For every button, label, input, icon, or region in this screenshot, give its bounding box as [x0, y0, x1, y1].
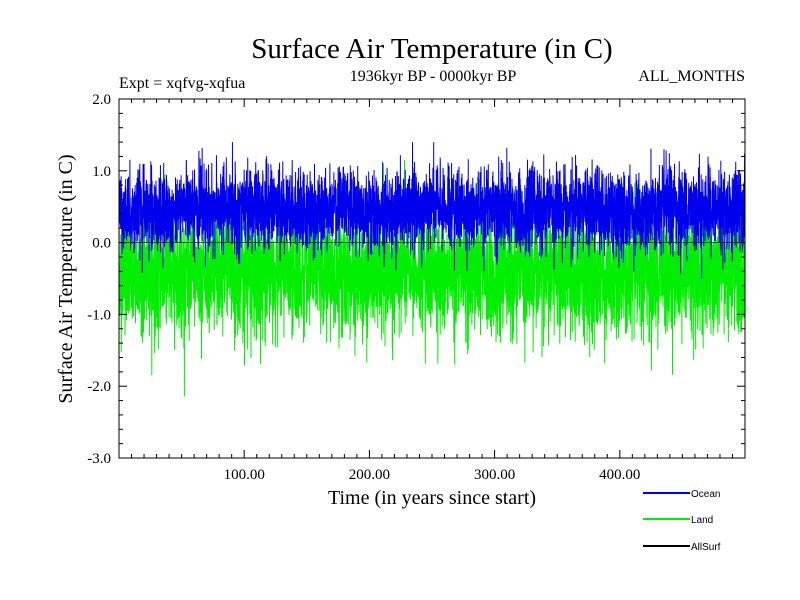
series-line-ocean: [119, 142, 745, 279]
x-tick-label: 200.00: [349, 467, 390, 483]
y-tick-label: 2.0: [92, 92, 111, 108]
legend: Ocean Land AllSurf: [643, 489, 721, 553]
experiment-label: Expt = xqfvg-xqfua: [119, 75, 245, 92]
chart-title: Surface Air Temperature (in C): [251, 33, 612, 65]
x-tick-label: 100.00: [224, 467, 265, 483]
series-layer: [119, 142, 745, 397]
axis-ticks: 100.00 200.00 300.00 400.00 -3.0 -2.0 -1.0 0.0 1…: [87, 92, 745, 483]
y-tick-label: 0.0: [92, 236, 111, 252]
y-tick-label: -3.0: [87, 451, 111, 467]
legend-label-ocean: Ocean: [691, 489, 720, 500]
legend-label-allsurf: AllSurf: [691, 542, 721, 553]
x-tick-label: 400.00: [599, 467, 640, 483]
time-range-label: 1936kyr BP - 0000kyr BP: [350, 68, 517, 85]
y-tick-label: -1.0: [87, 307, 111, 323]
x-tick-label: 300.00: [474, 467, 515, 483]
legend-label-land: Land: [691, 515, 713, 526]
x-axis-label: Time (in years since start): [328, 487, 536, 509]
y-axis-label: Surface Air Temperature (in C): [55, 154, 77, 403]
months-label: ALL_MONTHS: [638, 68, 745, 85]
y-tick-label: -2.0: [87, 379, 111, 395]
y-tick-label: 1.0: [92, 164, 111, 180]
